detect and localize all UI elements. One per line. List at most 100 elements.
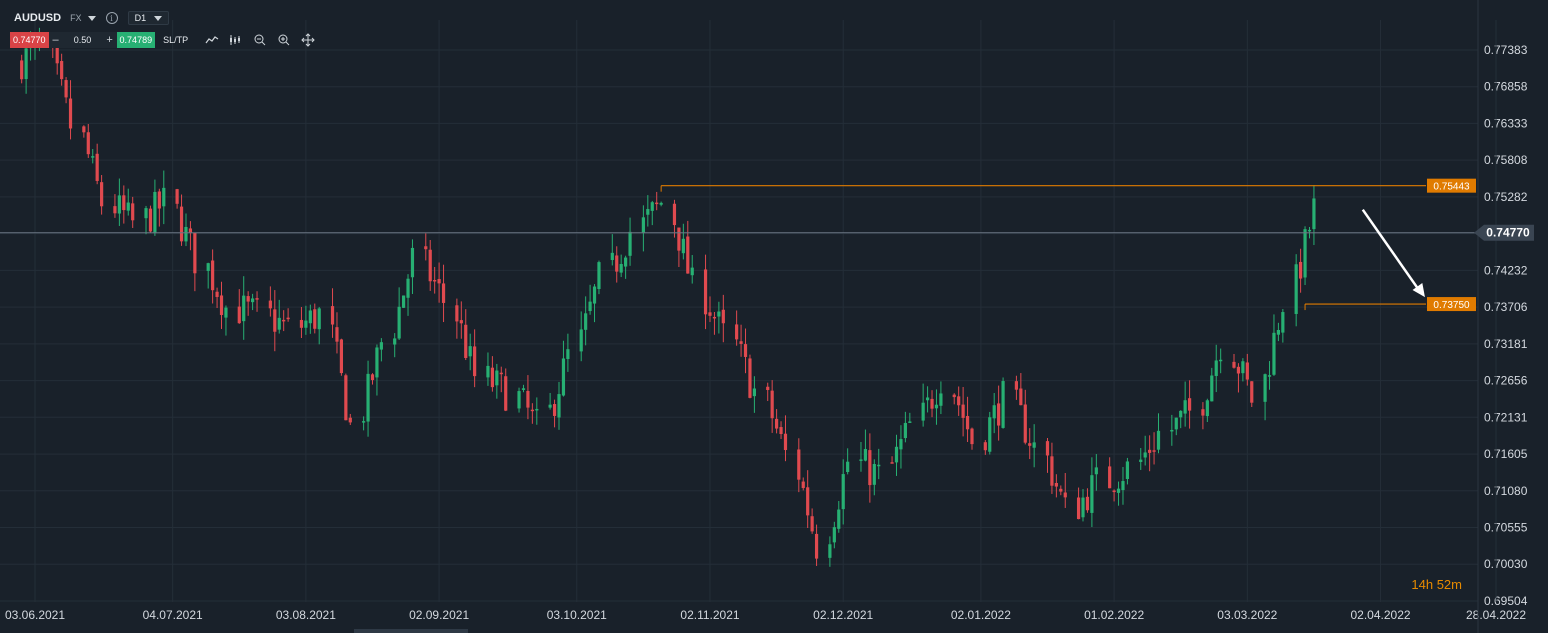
candle-body: [179, 206, 184, 242]
candle-body: [868, 450, 872, 486]
y-tick-label: 0.76333: [1484, 116, 1528, 130]
candle-body: [1085, 496, 1090, 511]
candle-body: [131, 203, 135, 221]
candle-body: [1032, 442, 1036, 448]
resistance-level-tag: [1427, 178, 1476, 193]
candle-body: [299, 319, 304, 328]
candle-body: [1090, 475, 1094, 513]
candle-body: [1050, 456, 1054, 486]
y-tick-label: 0.73706: [1484, 300, 1528, 314]
y-tick-label: 0.77383: [1484, 43, 1528, 57]
zoom-in-icon[interactable]: [276, 33, 292, 47]
candle-body: [717, 311, 721, 317]
quantity-decrease-button[interactable]: –: [48, 32, 63, 48]
candle-body: [282, 319, 286, 322]
line-chart-icon[interactable]: [204, 33, 220, 47]
candle-body: [370, 374, 375, 381]
quantity-input[interactable]: 0.50: [62, 32, 103, 48]
candle-body: [535, 408, 539, 411]
candle-body: [863, 449, 868, 461]
candle-body: [215, 291, 219, 297]
candle-body: [459, 320, 463, 324]
candle-body: [1121, 481, 1125, 491]
chart-scrollbar[interactable]: [354, 629, 468, 633]
candle-body: [530, 409, 534, 412]
candle-body: [362, 421, 366, 423]
symbol-bar: AUDUSD FX i D1: [14, 9, 170, 27]
x-tick-label: 03.03.2022: [1217, 608, 1277, 622]
candle-body: [117, 195, 121, 214]
candle-body: [735, 324, 739, 340]
candle-body: [925, 397, 930, 401]
candle-body: [903, 422, 907, 439]
candle-body: [837, 509, 841, 529]
candle-body: [1143, 452, 1147, 458]
candle-body: [157, 191, 161, 209]
current-price-tag: [1474, 224, 1534, 241]
candle-body: [246, 296, 250, 302]
candle-body: [1059, 488, 1063, 492]
sltp-button[interactable]: SL/TP: [163, 35, 189, 45]
candle-body: [1245, 362, 1249, 380]
candle-body: [464, 324, 468, 358]
candle-body: [983, 442, 987, 451]
candle-body: [961, 404, 965, 418]
candle-body: [126, 202, 130, 211]
candle-body: [672, 203, 677, 226]
info-icon[interactable]: i: [105, 12, 118, 24]
timeframe-select[interactable]: D1: [127, 11, 170, 25]
candle-body: [1148, 449, 1152, 453]
y-tick-label: 0.69504: [1484, 594, 1528, 608]
candle-body: [779, 427, 783, 435]
resistance-level-label: 0.75443: [1433, 182, 1470, 193]
candle-body: [1263, 374, 1267, 402]
candle-body: [592, 286, 597, 304]
candle-body: [1236, 366, 1241, 374]
forecast-arrow-line[interactable]: [1361, 208, 1420, 291]
candle-body: [748, 358, 752, 398]
candle-body: [766, 386, 770, 391]
candle-body: [921, 402, 925, 421]
timer-minutes-unit: m: [1451, 577, 1462, 592]
candle-body: [219, 295, 224, 315]
candle-body: [504, 376, 508, 411]
candle-body: [206, 263, 210, 271]
candle-body: [526, 390, 530, 408]
quantity-increase-button[interactable]: +: [102, 32, 117, 48]
candle-body: [739, 341, 743, 344]
candle-body: [1187, 398, 1192, 411]
candle-body: [597, 262, 601, 290]
candle-body: [255, 298, 259, 300]
candle-body: [113, 206, 117, 214]
candle-body: [1063, 492, 1067, 498]
y-tick-label: 0.75282: [1484, 190, 1528, 204]
candle-body: [455, 305, 459, 322]
candle-body: [1001, 381, 1005, 428]
candle-body: [970, 428, 974, 445]
candle-body: [1219, 359, 1223, 362]
candle-body: [846, 461, 850, 473]
candle-body: [797, 449, 801, 480]
candle-body: [934, 404, 939, 409]
candle-body: [242, 295, 246, 322]
candle-body: [1108, 466, 1112, 489]
candle-body: [175, 189, 179, 204]
candle-body: [224, 307, 228, 318]
indicators-icon[interactable]: [228, 33, 244, 47]
candle-body: [814, 533, 819, 559]
candle-body: [273, 309, 277, 332]
symbol-label[interactable]: AUDUSD: [14, 12, 62, 24]
candle-body: [410, 247, 415, 278]
candle-body: [894, 446, 899, 463]
zoom-out-icon[interactable]: [252, 33, 268, 47]
y-tick-label: 0.73181: [1484, 337, 1528, 351]
candle-body: [335, 327, 339, 342]
x-tick-label: 04.07.2021: [143, 608, 203, 622]
symbol-dropdown-icon[interactable]: [87, 15, 96, 21]
candle-body: [783, 433, 788, 451]
buy-button[interactable]: 0.74789: [116, 32, 156, 48]
candle-body: [188, 228, 193, 233]
sell-button[interactable]: 0.74770: [10, 32, 49, 48]
crosshair-icon[interactable]: [300, 33, 316, 47]
